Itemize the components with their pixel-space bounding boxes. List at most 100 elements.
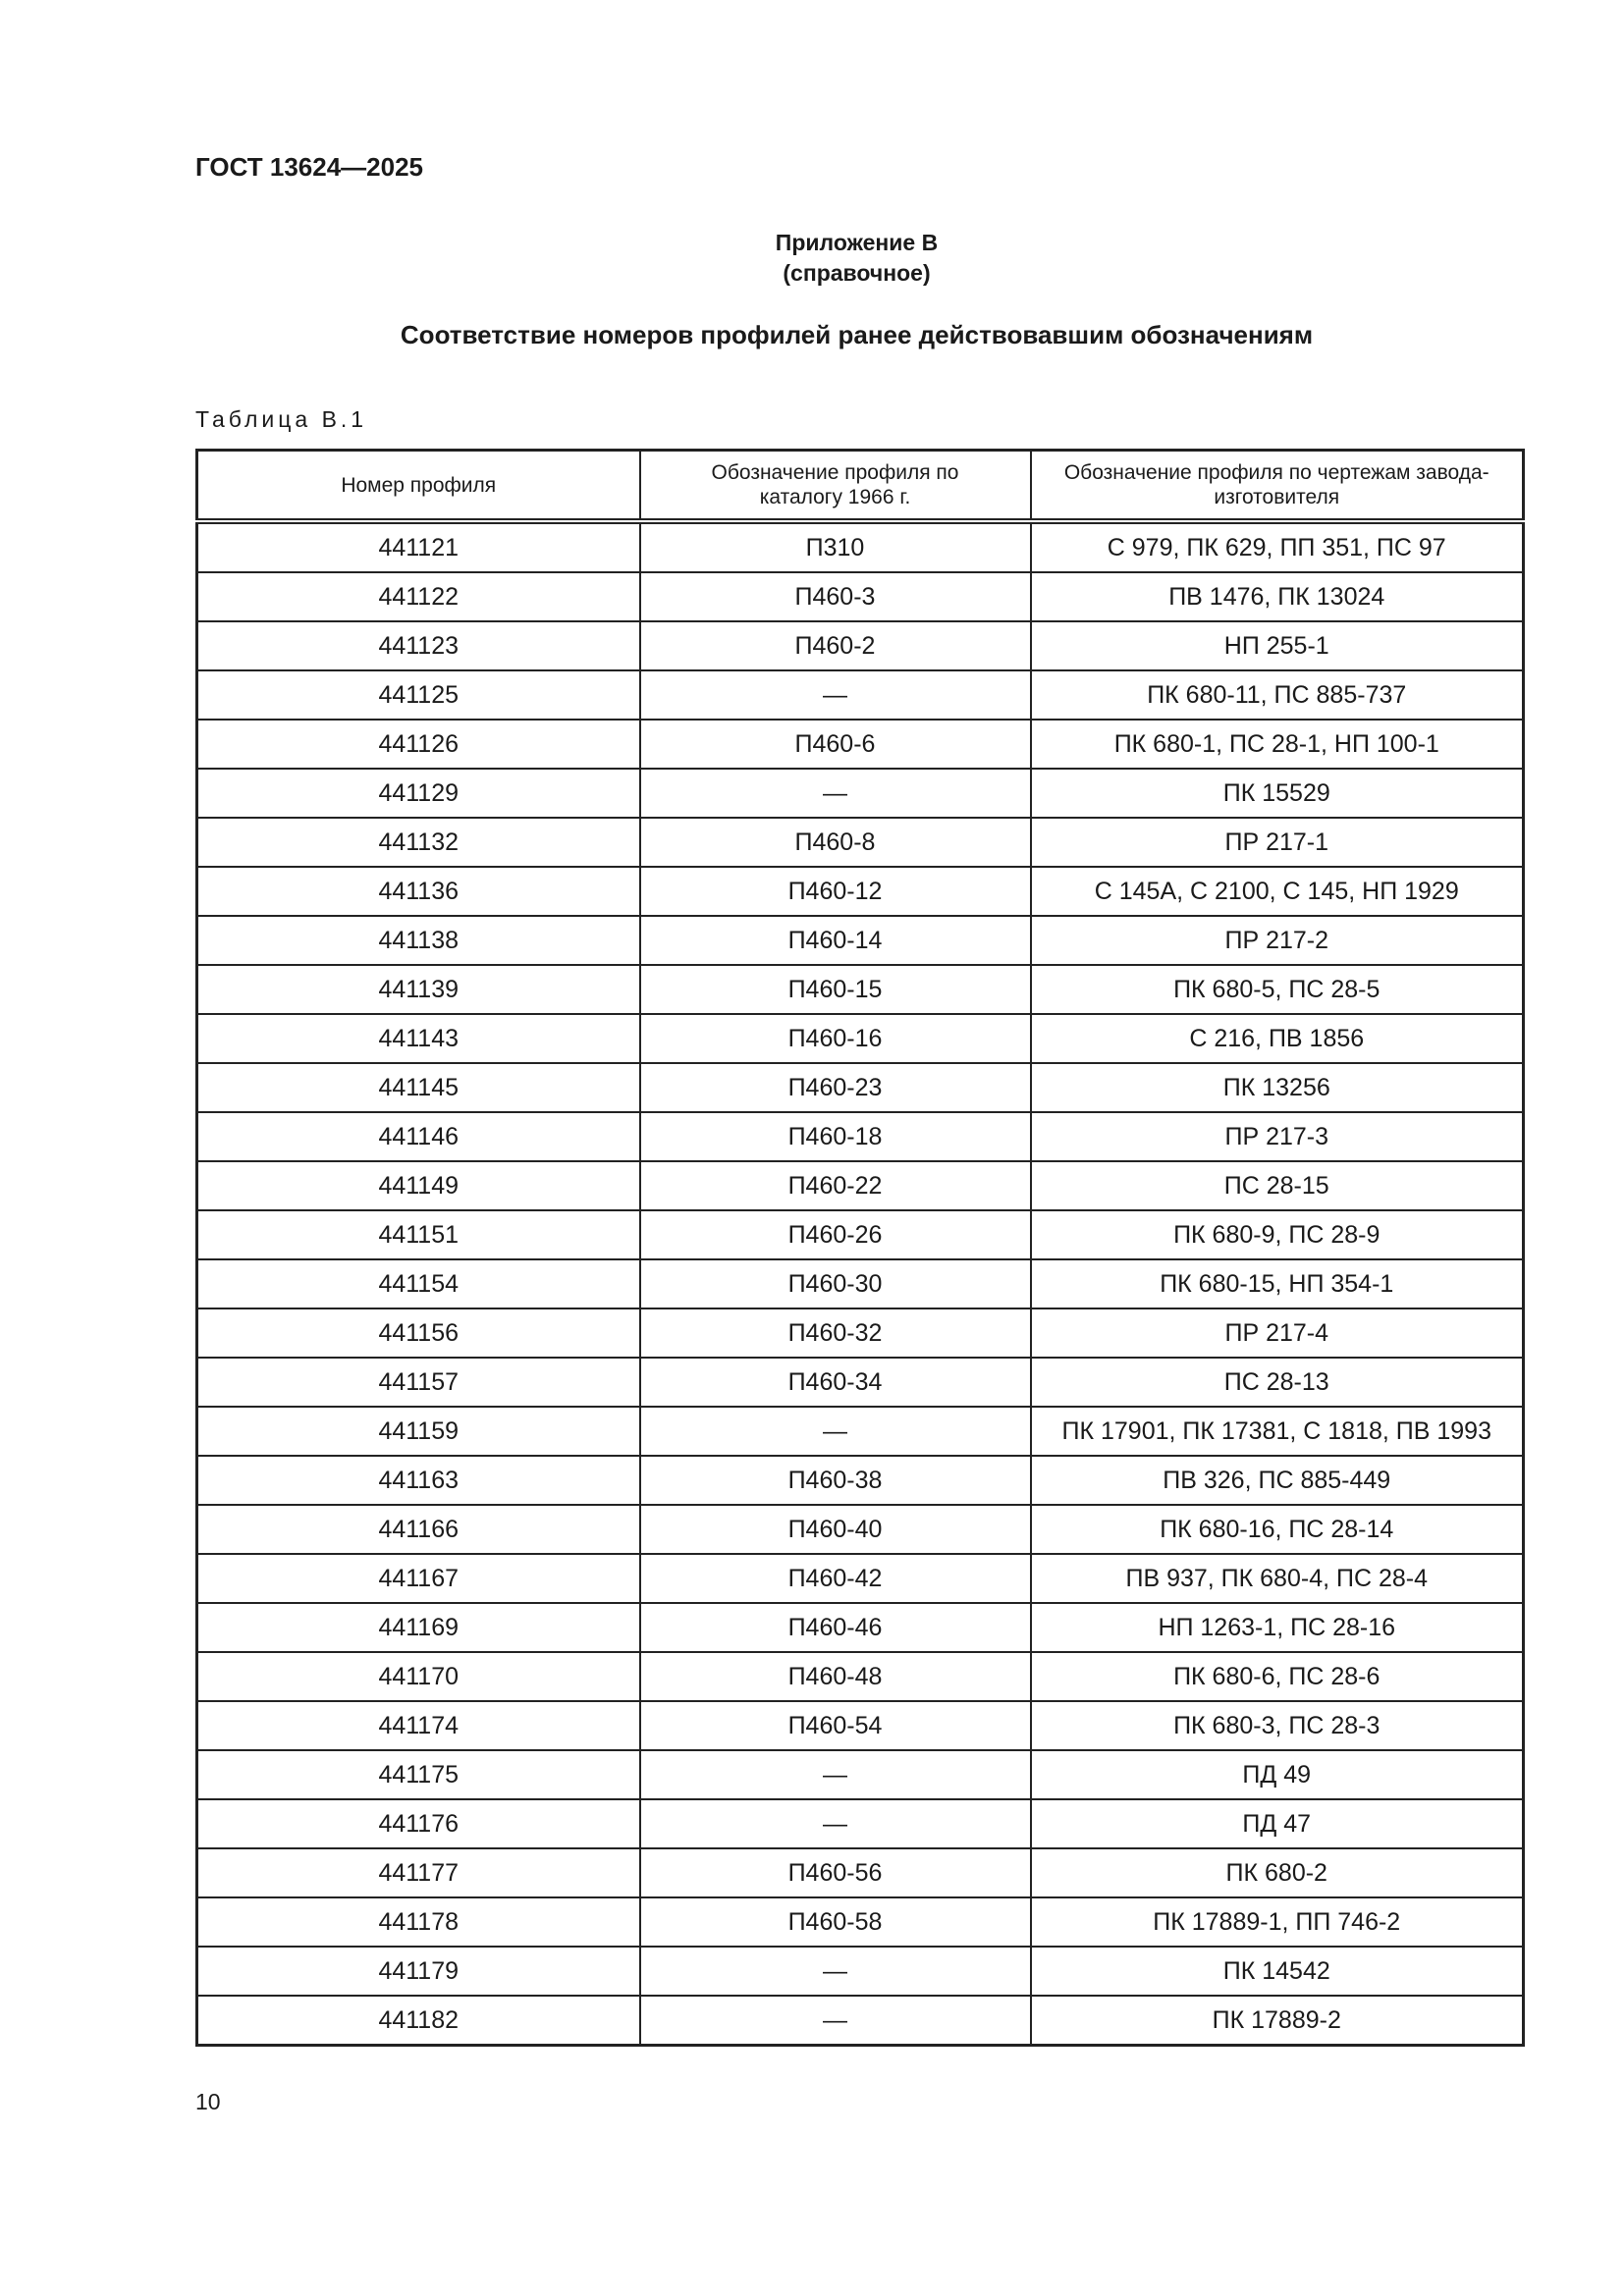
cell-profile-number: 441178 [195, 1896, 641, 1948]
cell-manufacturer-designation: ПР 217-3 [1029, 1111, 1525, 1162]
table-row: 441143 П460-16 С 216, ПВ 1856 [195, 1013, 1525, 1064]
table-row: 441169 П460-46 НП 1263-1, ПС 28-16 [195, 1602, 1525, 1653]
table-row: 441121 П310 С 979, ПК 629, ПП 351, ПС 97 [195, 520, 1525, 573]
appendix-subtitle: (справочное) [783, 260, 931, 286]
table-row: 441132 П460-8 ПР 217-1 [195, 817, 1525, 868]
cell-catalog-1966: П310 [638, 520, 1032, 573]
cell-manufacturer-designation: ПВ 1476, ПК 13024 [1029, 571, 1525, 622]
cell-profile-number: 441126 [195, 719, 641, 770]
table-caption: Таблица В.1 [195, 406, 368, 432]
cell-profile-number: 441139 [195, 964, 641, 1015]
cell-catalog-1966: П460-12 [638, 866, 1032, 917]
cell-catalog-1966: П460-3 [638, 571, 1032, 622]
cell-catalog-1966: П460-40 [638, 1504, 1032, 1555]
cell-profile-number: 441176 [195, 1798, 641, 1849]
cell-manufacturer-designation: ПК 680-16, ПС 28-14 [1029, 1504, 1525, 1555]
table-row: 441123 П460-2 НП 255-1 [195, 620, 1525, 671]
cell-catalog-1966: П460-38 [638, 1455, 1032, 1506]
cell-manufacturer-designation: ПВ 326, ПС 885-449 [1029, 1455, 1525, 1506]
section-title: Соответствие номеров профилей ранее дейс… [400, 320, 1314, 349]
cell-profile-number: 441136 [195, 866, 641, 917]
cell-manufacturer-designation: ПК 680-5, ПС 28-5 [1029, 964, 1525, 1015]
cell-catalog-1966: П460-54 [638, 1700, 1032, 1751]
cell-profile-number: 441125 [195, 669, 641, 721]
cell-manufacturer-designation: ПК 680-11, ПС 885-737 [1029, 669, 1525, 721]
cell-catalog-1966: П460-46 [638, 1602, 1032, 1653]
cell-profile-number: 441154 [195, 1258, 641, 1309]
cell-profile-number: 441138 [195, 915, 641, 966]
cell-manufacturer-designation: ПК 680-1, ПС 28-1, НП 100-1 [1029, 719, 1525, 770]
document-code: ГОСТ 13624—2025 [195, 152, 423, 182]
cell-catalog-1966: П460-26 [638, 1209, 1032, 1260]
cell-manufacturer-designation: ПК 13256 [1029, 1062, 1525, 1113]
table-row: 441174 П460-54 ПК 680-3, ПС 28-3 [195, 1700, 1525, 1751]
cell-catalog-1966: — [638, 768, 1032, 819]
table-row: 441176— ПД 47 [195, 1798, 1525, 1849]
cell-catalog-1966: — [638, 1798, 1032, 1849]
cell-catalog-1966: — [638, 1995, 1032, 2047]
cell-manufacturer-designation: НП 255-1 [1029, 620, 1525, 671]
page-number: 10 [195, 2089, 221, 2114]
cell-profile-number: 441177 [195, 1847, 641, 1898]
cell-catalog-1966: — [638, 1946, 1032, 1997]
table-row: 441149 П460-22 ПС 28-15 [195, 1160, 1525, 1211]
cell-manufacturer-designation: НП 1263-1, ПС 28-16 [1029, 1602, 1525, 1653]
table-row: 441163 П460-38 ПВ 326, ПС 885-449 [195, 1455, 1525, 1506]
cell-catalog-1966: П460-18 [638, 1111, 1032, 1162]
table-row: 441157 П460-34 ПС 28-13 [195, 1357, 1525, 1408]
cell-catalog-1966: П460-34 [638, 1357, 1032, 1408]
table-row: 441159— ПК 17901, ПК 17381, С 1818, ПВ 19… [195, 1406, 1525, 1457]
cell-manufacturer-designation: С 145А, С 2100, С 145, НП 1929 [1029, 866, 1525, 917]
cell-manufacturer-designation: ПК 680-6, ПС 28-6 [1029, 1651, 1525, 1702]
cell-profile-number: 441182 [195, 1995, 641, 2047]
cell-catalog-1966: П460-6 [638, 719, 1032, 770]
cell-manufacturer-designation: ПК 14542 [1029, 1946, 1525, 1997]
table-row: 441122 П460-3 ПВ 1476, ПК 13024 [195, 571, 1525, 622]
cell-profile-number: 441166 [195, 1504, 641, 1555]
cell-profile-number: 441156 [195, 1308, 641, 1359]
cell-manufacturer-designation: ПС 28-15 [1029, 1160, 1525, 1211]
cell-catalog-1966: П460-16 [638, 1013, 1032, 1064]
cell-catalog-1966: — [638, 1406, 1032, 1457]
table-row: 441166 П460-40 ПК 680-16, ПС 28-14 [195, 1504, 1525, 1555]
cell-profile-number: 441159 [195, 1406, 641, 1457]
table-row: 441182— ПК 17889-2 [195, 1995, 1525, 2047]
table-row: 441139 П460-15 ПК 680-5, ПС 28-5 [195, 964, 1525, 1015]
cell-manufacturer-designation: ПС 28-13 [1029, 1357, 1525, 1408]
cell-profile-number: 441121 [195, 520, 641, 573]
cell-manufacturer-designation: ПК 17889-1, ПП 746-2 [1029, 1896, 1525, 1948]
table-row: 441154 П460-30 ПК 680-15, НП 354-1 [195, 1258, 1525, 1309]
cell-catalog-1966: П460-48 [638, 1651, 1032, 1702]
cell-catalog-1966: П460-22 [638, 1160, 1032, 1211]
cell-manufacturer-designation: ПК 680-2 [1029, 1847, 1525, 1898]
cell-manufacturer-designation: ПД 49 [1029, 1749, 1525, 1800]
cell-manufacturer-designation: С 979, ПК 629, ПП 351, ПС 97 [1029, 520, 1525, 573]
cell-catalog-1966: П460-14 [638, 915, 1032, 966]
cell-manufacturer-designation: ПК 680-3, ПС 28-3 [1029, 1700, 1525, 1751]
cell-profile-number: 441146 [195, 1111, 641, 1162]
table-row: 441179— ПК 14542 [195, 1946, 1525, 1997]
appendix-title: Приложение В [775, 230, 939, 255]
cell-manufacturer-designation: ПД 47 [1029, 1798, 1525, 1849]
cell-profile-number: 441132 [195, 817, 641, 868]
table-header-row: Номер профиля Обозначение профиля по кат… [195, 449, 1525, 524]
cell-manufacturer-designation: ПВ 937, ПК 680-4, ПС 28-4 [1029, 1553, 1525, 1604]
cell-profile-number: 441151 [195, 1209, 641, 1260]
cell-profile-number: 441179 [195, 1946, 641, 1997]
cell-manufacturer-designation: ПК 680-15, НП 354-1 [1029, 1258, 1525, 1309]
cell-catalog-1966: П460-30 [638, 1258, 1032, 1309]
cell-profile-number: 441163 [195, 1455, 641, 1506]
cell-manufacturer-designation: ПК 17889-2 [1029, 1995, 1525, 2047]
cell-manufacturer-designation: С 216, ПВ 1856 [1029, 1013, 1525, 1064]
profiles-table: Номер профиля Обозначение профиля по кат… [195, 449, 1525, 2047]
table-row: 441156 П460-32 ПР 217-4 [195, 1308, 1525, 1359]
table-row: 441167 П460-42 ПВ 937, ПК 680-4, ПС 28-4 [195, 1553, 1525, 1604]
column-header-catalog-1966: Обозначение профиля по каталогу 1966 г. [638, 449, 1032, 524]
appendix-heading: Приложение В (справочное) [0, 228, 1624, 289]
cell-catalog-1966: П460-8 [638, 817, 1032, 868]
cell-profile-number: 441129 [195, 768, 641, 819]
cell-catalog-1966: П460-15 [638, 964, 1032, 1015]
cell-catalog-1966: — [638, 669, 1032, 721]
table-row: 441138 П460-14 ПР 217-2 [195, 915, 1525, 966]
cell-catalog-1966: П460-42 [638, 1553, 1032, 1604]
